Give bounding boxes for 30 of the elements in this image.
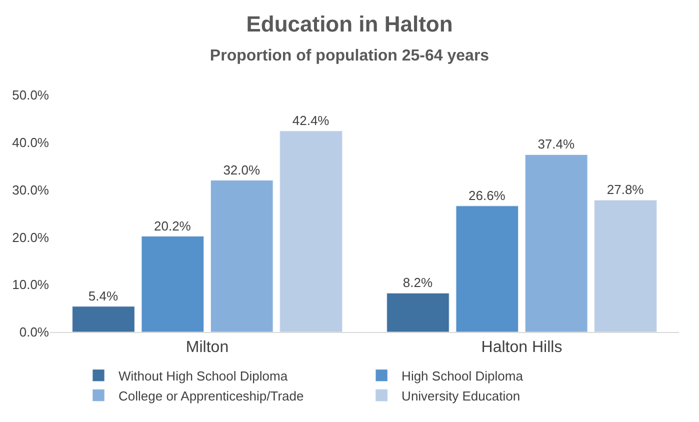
y-tick-label: 40.0% (12, 134, 50, 150)
data-label: 5.4% (88, 288, 118, 304)
data-label: 26.6% (468, 188, 506, 203)
bar (210, 180, 274, 332)
legend-label: High School Diploma (402, 368, 524, 384)
y-tick-label: 50.0% (12, 88, 50, 103)
data-label: 27.8% (606, 182, 644, 198)
bar (594, 200, 657, 332)
bar (72, 306, 135, 332)
bar (280, 130, 342, 332)
x-tick-label: Halton Hills (481, 339, 562, 356)
legend-label: College or Apprenticeship/Trade (118, 388, 304, 404)
x-tick-label: Milton (186, 339, 229, 356)
legend-label: Without High School Diploma (118, 368, 288, 384)
y-tick-label: 10.0% (12, 277, 50, 292)
chart-title: Education in Halton (246, 12, 453, 37)
y-tick-label: 30.0% (12, 182, 50, 198)
y-tick-label: 20.0% (12, 230, 50, 245)
bar (524, 154, 588, 332)
data-label: 32.0% (223, 162, 260, 178)
data-label: 8.2% (402, 275, 433, 290)
y-tick-label: 0.0% (19, 324, 50, 340)
bar (456, 206, 519, 332)
chart-subtitle: Proportion of population 25-64 years (210, 47, 490, 64)
bar (141, 236, 204, 332)
data-label: 20.2% (154, 218, 192, 234)
data-label: 37.4% (538, 136, 575, 152)
data-label: 42.4% (292, 113, 330, 128)
legend-label: University Education (402, 388, 520, 404)
bar (386, 292, 450, 332)
